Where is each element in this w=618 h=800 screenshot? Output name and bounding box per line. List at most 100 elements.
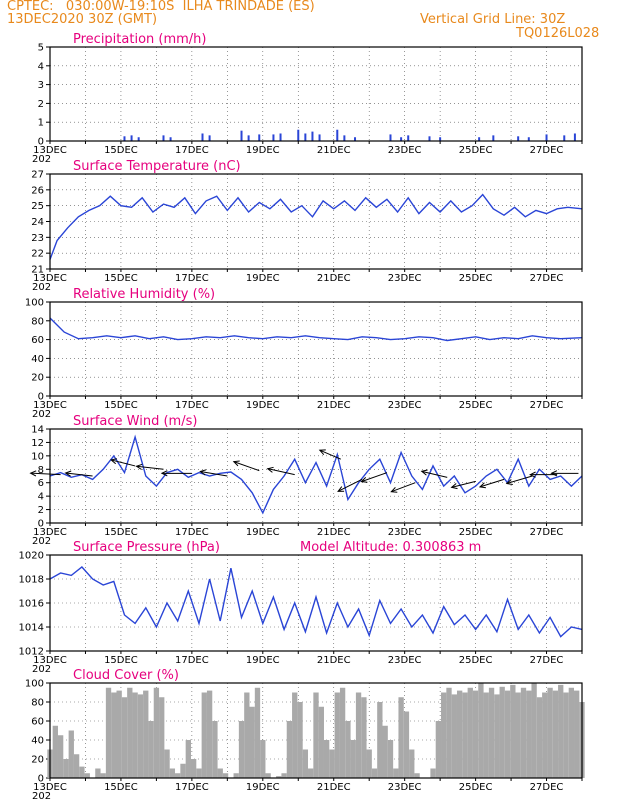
cloud-bar [515, 692, 521, 778]
y-tick-label: 40 [31, 736, 44, 747]
y-tick-label: 80 [31, 698, 44, 709]
cloud-bar [371, 768, 378, 778]
panel-frame [49, 428, 583, 524]
grid-line-header: Vertical Grid Line: 30Z [420, 12, 566, 27]
cloud-bar [95, 768, 101, 778]
cloud-bar [153, 687, 160, 778]
y-tick-label: 100 [25, 298, 44, 309]
y-tick-label: 1018 [19, 575, 44, 586]
cloud-bar [281, 773, 287, 778]
cloud-bar [111, 692, 117, 778]
y-tick-label: 0 [38, 392, 44, 403]
cloud-bar [350, 740, 356, 778]
cloud-bar [297, 702, 303, 778]
precip-bar [439, 137, 442, 141]
model-header: TQ0126L028 [516, 26, 600, 41]
wind-arrow-head [505, 479, 513, 485]
wind-arrow-shaft [30, 472, 61, 476]
cloud-bar [68, 730, 74, 778]
wind-arrow-shaft [319, 449, 342, 460]
cloud-bar [63, 759, 69, 778]
panel-title: Precipitation (mm/h) [73, 32, 206, 47]
cloud-bar [313, 692, 319, 778]
cloud-bar [206, 690, 213, 778]
y-tick-label: 1020 [19, 551, 44, 562]
y-tick-label: 4 [38, 61, 44, 72]
x-tick-label: 25DEC [459, 145, 493, 156]
x-tick-label: 25DEC [459, 273, 493, 284]
wind-arrow-shaft [337, 478, 363, 492]
cloud-bar [233, 773, 239, 778]
cloud-bar [393, 768, 399, 778]
x-tick-label: 21DEC [317, 145, 351, 156]
cloud-bar [574, 690, 580, 778]
cloud-bar [430, 768, 436, 778]
cloud-bar [531, 683, 537, 778]
x-tick-label: 19DEC [246, 782, 280, 793]
x-tick-label: 17DEC [175, 400, 209, 411]
panel-frame [49, 301, 583, 397]
y-tick-label: 2 [38, 505, 44, 516]
x-tick-label: 17DEC [175, 782, 209, 793]
x-year-label: 202 [32, 536, 51, 547]
cloud-bar [79, 766, 85, 778]
wind-arrow-shaft [479, 478, 505, 488]
x-year-label: 202 [32, 664, 51, 675]
cloud-bar [318, 706, 324, 778]
cloud-bar [127, 687, 133, 778]
cloud-bar [73, 754, 80, 778]
cloud-bar [196, 768, 202, 778]
cloud-bar [276, 776, 282, 778]
cloud-bar [57, 735, 64, 778]
y-tick-label: 2 [38, 99, 44, 110]
x-tick-label: 21DEC [317, 527, 351, 538]
x-tick-label: 21DEC [317, 273, 351, 284]
wind-arrow-shaft [506, 475, 533, 484]
x-tick-label: 27DEC [530, 400, 564, 411]
wind-arrow-shaft [421, 470, 448, 478]
wind-arrow-head [337, 486, 345, 492]
y-tick-label: 12 [31, 438, 44, 449]
y-tick-label: 5 [38, 43, 44, 54]
cloud-bar [339, 687, 346, 778]
cloud-bar [382, 725, 388, 778]
wind-arrow-shaft [200, 471, 228, 477]
cloud-bar [467, 687, 473, 778]
cloud-bar [409, 749, 415, 778]
x-tick-label: 13DEC [33, 655, 67, 666]
y-tick-label: 14 [31, 425, 44, 436]
y-tick-label: 23 [31, 233, 44, 244]
precip-bar [354, 137, 357, 141]
cloud-bar [334, 692, 340, 778]
x-tick-label: 13DEC [33, 145, 67, 156]
x-tick-label: 25DEC [459, 400, 493, 411]
panel-title: Cloud Cover (%) [73, 668, 179, 683]
wind-arrow-head [450, 483, 458, 490]
x-tick-label: 13DEC [33, 782, 67, 793]
cloud-bar [190, 759, 197, 778]
x-tick-label: 27DEC [530, 782, 564, 793]
cloud-bar [499, 686, 505, 778]
cloud-bar [366, 749, 372, 778]
wind-arrow-head [64, 470, 72, 477]
precip-bar [208, 135, 211, 141]
precip-bar [428, 136, 431, 141]
cloud-bar [441, 692, 447, 778]
x-tick-label: 19DEC [246, 527, 280, 538]
x-tick-label: 15DEC [104, 782, 138, 793]
cloud-bar [536, 697, 543, 778]
x-tick-label: 15DEC [104, 527, 138, 538]
x-tick-label: 23DEC [388, 400, 422, 411]
y-tick-label: 100 [25, 679, 44, 690]
y-tick-label: 1014 [19, 623, 44, 634]
x-tick-label: 19DEC [246, 273, 280, 284]
cloud-bar [105, 687, 112, 778]
cloud-bar [398, 697, 404, 778]
y-tick-label: 40 [31, 354, 44, 365]
wind-arrow-head [420, 469, 428, 476]
cloud-bar [217, 768, 223, 778]
x-year-label: 202 [32, 791, 51, 800]
y-tick-label: 20 [31, 373, 44, 384]
wind-arrow-shaft [136, 465, 164, 470]
cloud-bar [542, 692, 548, 778]
